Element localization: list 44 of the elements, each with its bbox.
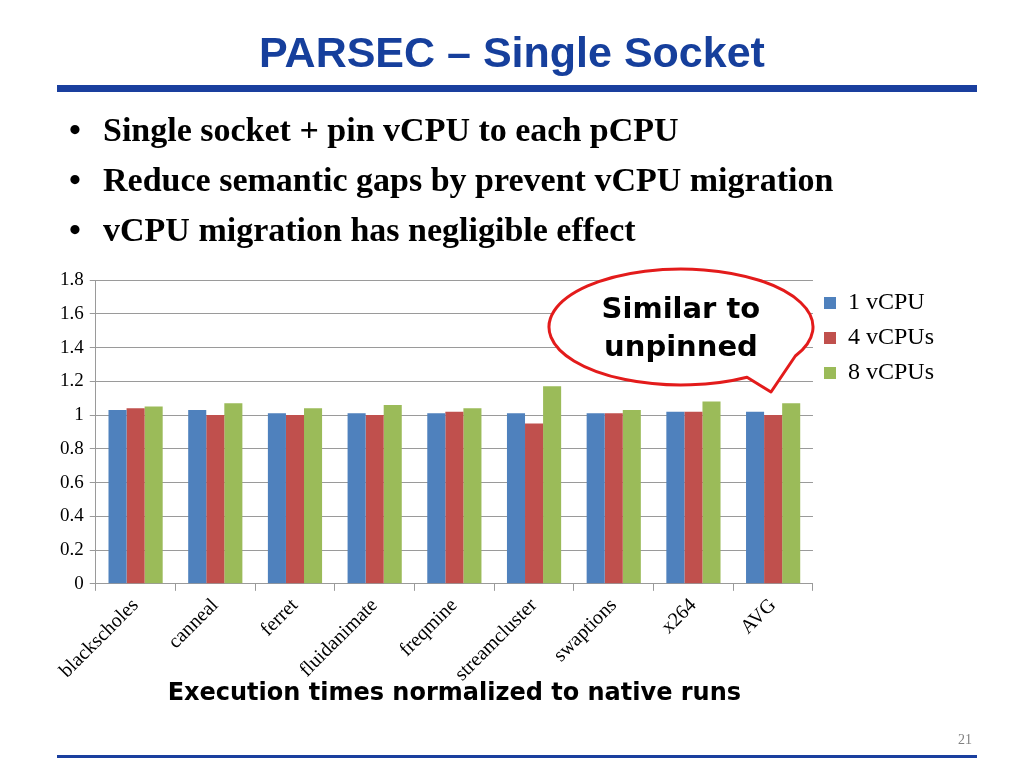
bar xyxy=(224,403,243,584)
y-tick-label: 0 xyxy=(74,571,84,593)
bar xyxy=(622,409,641,584)
legend-label: 8 vCPUs xyxy=(847,358,934,385)
y-tick-label: 0.4 xyxy=(60,504,85,526)
y-tick-label: 1.8 xyxy=(60,267,84,289)
bar xyxy=(285,415,305,584)
chart-subtitle: • Single socket + pin vCPU to each pCPU • Reduce semantic gaps by prevent vCPU migration • vCPU migration has negligible effect xyxy=(69,110,834,250)
bar xyxy=(365,415,384,584)
bar xyxy=(126,408,145,584)
legend-label: 4 vCPUs xyxy=(847,323,934,350)
bar xyxy=(188,409,207,584)
bar xyxy=(427,413,446,584)
bar xyxy=(543,386,562,584)
bar xyxy=(445,411,464,584)
chart-title: PARSEC – Single Socket xyxy=(258,28,766,77)
y-tick-label: 1 xyxy=(74,403,84,425)
bar xyxy=(108,409,127,584)
bar xyxy=(267,413,286,584)
y-tick-label: 0.8 xyxy=(60,436,84,458)
bar xyxy=(383,404,402,584)
y-tick-label: 0.2 xyxy=(60,538,84,560)
text: 21 xyxy=(958,732,972,748)
bar xyxy=(746,411,765,584)
y-tick-label: 1.6 xyxy=(60,301,84,323)
bar xyxy=(506,413,526,584)
bar xyxy=(206,415,225,584)
bar xyxy=(666,411,685,584)
bar xyxy=(764,415,783,584)
annotation: Similar to unpinned xyxy=(600,290,762,365)
bar xyxy=(782,403,801,584)
bar xyxy=(586,413,605,584)
y-tick-label: 1.4 xyxy=(60,335,85,357)
bar xyxy=(525,423,544,584)
bar xyxy=(702,401,721,584)
bar xyxy=(304,408,323,584)
bar xyxy=(144,406,163,584)
legend-label: 1 vCPU xyxy=(847,288,925,315)
bar xyxy=(684,411,703,584)
bar xyxy=(347,413,366,584)
bar xyxy=(604,413,623,584)
y-tick-label: 1.2 xyxy=(60,369,84,391)
y-tick-label: 0.6 xyxy=(60,470,84,492)
bar xyxy=(463,408,482,584)
